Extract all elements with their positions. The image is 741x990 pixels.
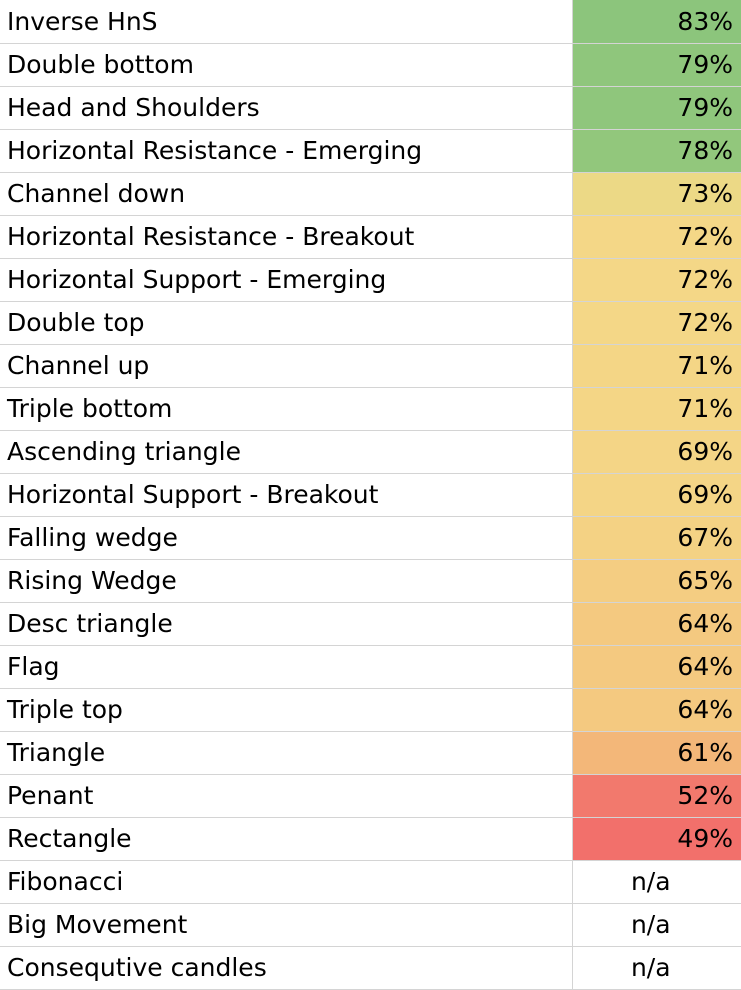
success-rate-cell[interactable]: 69% <box>572 473 741 517</box>
table-row: Falling wedge 67% <box>0 516 741 560</box>
pattern-name-cell[interactable]: Desc triangle <box>0 602 573 646</box>
pattern-name-cell[interactable]: Falling wedge <box>0 516 573 560</box>
pattern-name-cell[interactable]: Double top <box>0 301 573 345</box>
pattern-name-cell[interactable]: Big Movement <box>0 903 573 947</box>
table-row: Consequtive candles n/a <box>0 946 741 990</box>
success-rate-cell[interactable]: 49% <box>572 817 741 861</box>
success-rate-cell[interactable]: 61% <box>572 731 741 775</box>
table-row: Fibonacci n/a <box>0 860 741 904</box>
success-rate-cell[interactable]: 73% <box>572 172 741 216</box>
table-row: Penant 52% <box>0 774 741 818</box>
success-rate-cell[interactable]: 72% <box>572 215 741 259</box>
success-rate-cell[interactable]: 72% <box>572 301 741 345</box>
table-row: Horizontal Resistance - Breakout 72% <box>0 215 741 259</box>
table-row: Triangle 61% <box>0 731 741 775</box>
success-rate-cell[interactable]: n/a <box>572 860 741 904</box>
pattern-name-cell[interactable]: Triple top <box>0 688 573 732</box>
table-row: Horizontal Resistance - Emerging 78% <box>0 129 741 173</box>
success-rate-cell[interactable]: 64% <box>572 645 741 689</box>
table-row: Head and Shoulders 79% <box>0 86 741 130</box>
pattern-name-cell[interactable]: Triple bottom <box>0 387 573 431</box>
success-rate-cell[interactable]: n/a <box>572 946 741 990</box>
pattern-name-cell[interactable]: Fibonacci <box>0 860 573 904</box>
success-rate-cell[interactable]: 64% <box>572 688 741 732</box>
success-rate-cell[interactable]: 64% <box>572 602 741 646</box>
pattern-name-cell[interactable]: Double bottom <box>0 43 573 87</box>
pattern-name-cell[interactable]: Triangle <box>0 731 573 775</box>
success-rate-cell[interactable]: 71% <box>572 344 741 388</box>
pattern-name-cell[interactable]: Horizontal Support - Breakout <box>0 473 573 517</box>
pattern-name-cell[interactable]: Ascending triangle <box>0 430 573 474</box>
success-rate-cell[interactable]: 83% <box>572 0 741 44</box>
pattern-name-cell[interactable]: Channel down <box>0 172 573 216</box>
table-row: Desc triangle 64% <box>0 602 741 646</box>
pattern-name-cell[interactable]: Inverse HnS <box>0 0 573 44</box>
table-row: Horizontal Support - Emerging 72% <box>0 258 741 302</box>
success-rate-cell[interactable]: 79% <box>572 86 741 130</box>
success-rate-cell[interactable]: n/a <box>572 903 741 947</box>
table-row: Rectangle 49% <box>0 817 741 861</box>
success-rate-cell[interactable]: 65% <box>572 559 741 603</box>
pattern-name-cell[interactable]: Channel up <box>0 344 573 388</box>
success-rate-cell[interactable]: 72% <box>572 258 741 302</box>
success-rate-cell[interactable]: 67% <box>572 516 741 560</box>
pattern-name-cell[interactable]: Consequtive candles <box>0 946 573 990</box>
success-rate-cell[interactable]: 79% <box>572 43 741 87</box>
table-row: Double top 72% <box>0 301 741 345</box>
table-row: Flag 64% <box>0 645 741 689</box>
table-row: Inverse HnS 83% <box>0 0 741 44</box>
success-rate-cell[interactable]: 78% <box>572 129 741 173</box>
pattern-name-cell[interactable]: Horizontal Resistance - Emerging <box>0 129 573 173</box>
table-row: Triple bottom 71% <box>0 387 741 431</box>
table-row: Horizontal Support - Breakout 69% <box>0 473 741 517</box>
pattern-name-cell[interactable]: Head and Shoulders <box>0 86 573 130</box>
table-row: Double bottom 79% <box>0 43 741 87</box>
success-rate-cell[interactable]: 52% <box>572 774 741 818</box>
pattern-name-cell[interactable]: Horizontal Resistance - Breakout <box>0 215 573 259</box>
pattern-name-cell[interactable]: Rectangle <box>0 817 573 861</box>
pattern-name-cell[interactable]: Flag <box>0 645 573 689</box>
table-row: Channel up 71% <box>0 344 741 388</box>
table-row: Ascending triangle 69% <box>0 430 741 474</box>
pattern-name-cell[interactable]: Rising Wedge <box>0 559 573 603</box>
success-rate-cell[interactable]: 69% <box>572 430 741 474</box>
success-rate-cell[interactable]: 71% <box>572 387 741 431</box>
table-row: Triple top 64% <box>0 688 741 732</box>
pattern-name-cell[interactable]: Horizontal Support - Emerging <box>0 258 573 302</box>
table-row: Big Movement n/a <box>0 903 741 947</box>
table-row: Rising Wedge 65% <box>0 559 741 603</box>
pattern-name-cell[interactable]: Penant <box>0 774 573 818</box>
table-row: Channel down 73% <box>0 172 741 216</box>
